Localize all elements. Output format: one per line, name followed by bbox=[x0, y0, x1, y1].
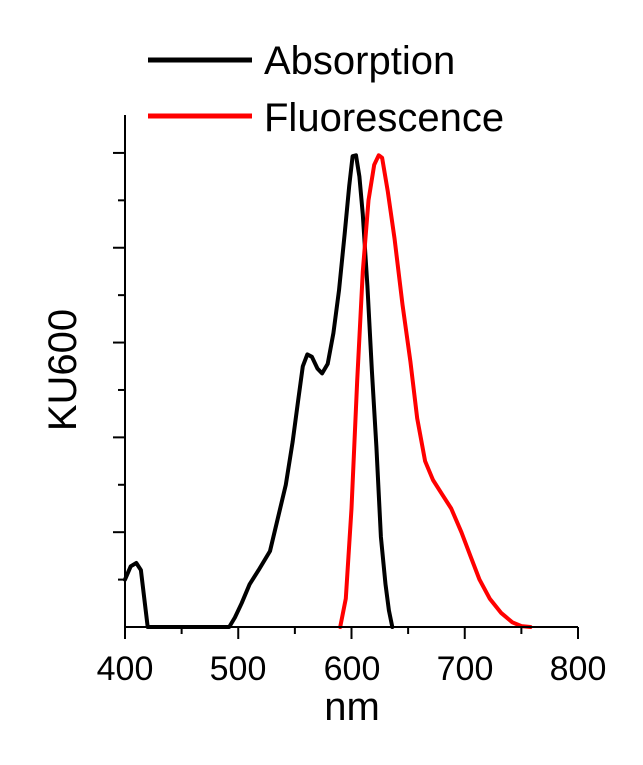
legend-label-fluorescence: Fluorescence bbox=[264, 96, 504, 140]
legend-label-absorption: Absorption bbox=[264, 39, 455, 83]
plot-area bbox=[123, 153, 533, 629]
legend: Absorption Fluorescence bbox=[148, 39, 504, 140]
x-tick-label-400: 400 bbox=[97, 650, 154, 688]
x-tick-labels: 400 500 600 700 800 bbox=[97, 650, 607, 688]
x-tick-label-700: 700 bbox=[437, 650, 494, 688]
x-tick-label-800: 800 bbox=[550, 650, 607, 688]
axes bbox=[113, 115, 579, 639]
x-axis-title: nm bbox=[324, 685, 380, 729]
x-tick-label-500: 500 bbox=[210, 650, 267, 688]
x-tick-label-600: 600 bbox=[324, 650, 381, 688]
series-line-absorption bbox=[123, 153, 395, 629]
y-axis-title: KU600 bbox=[41, 309, 85, 431]
series-line-fluorescence bbox=[338, 153, 533, 629]
